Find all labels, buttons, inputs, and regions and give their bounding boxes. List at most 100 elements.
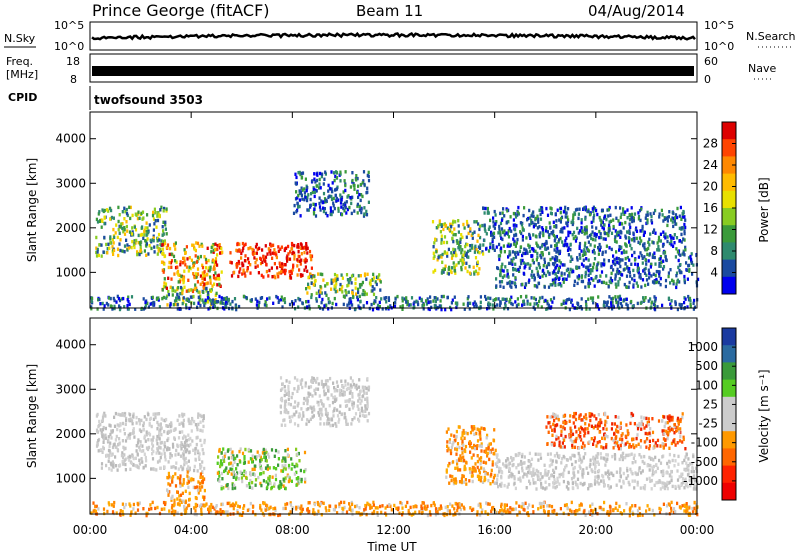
echo-cell-0-0 xyxy=(137,210,140,214)
echo-cell-0-7 xyxy=(564,215,567,219)
echo-cell-0-4 xyxy=(329,187,332,191)
echo-cell-1-3 xyxy=(338,393,341,397)
echo-cell-0-7 xyxy=(569,247,572,252)
echo-cell-1-3 xyxy=(322,403,325,407)
echo-cell-0-1 xyxy=(216,253,219,257)
echo-cell-1-3 xyxy=(318,407,321,412)
echo-cell-0-6 xyxy=(450,266,454,270)
echo-cell-1-6 xyxy=(640,455,643,459)
echo-cell-0-9 xyxy=(502,297,505,301)
echo-cell-1-0 xyxy=(135,444,138,448)
echo-cell-1-4 xyxy=(451,474,454,479)
echo-cell-0-3 xyxy=(287,252,290,256)
echo-cell-0-8 xyxy=(575,265,578,270)
echo-cell-1-4 xyxy=(462,474,465,479)
echo-cell-0-7 xyxy=(637,217,640,221)
echo-cell-0-8 xyxy=(599,274,602,278)
echo-cell-0-9 xyxy=(523,302,526,306)
echo-cell-1-4 xyxy=(455,448,459,452)
echo-cell-0-8 xyxy=(504,265,507,269)
echo-cell-0-0 xyxy=(126,248,129,252)
echo-cell-0-9 xyxy=(546,307,549,311)
echo-cell-1-2 xyxy=(284,486,287,491)
echo-cell-0-7 xyxy=(572,236,575,241)
echo-cell-1-3 xyxy=(354,412,358,416)
echo-cell-1-6 xyxy=(600,456,603,460)
echo-cell-0-8 xyxy=(612,268,615,272)
echo-cell-0-7 xyxy=(680,240,683,244)
echo-cell-1-5 xyxy=(671,415,674,420)
echo-cell-0-9 xyxy=(591,298,594,302)
echo-cell-0-7 xyxy=(525,248,528,252)
echo-cell-1-5 xyxy=(580,445,583,449)
echo-cell-0-7 xyxy=(650,219,653,223)
echo-cell-1-0 xyxy=(199,420,202,424)
echo-cell-0-9 xyxy=(653,295,656,299)
echo-cell-1-5 xyxy=(643,416,646,420)
echo-cell-0-0 xyxy=(158,214,161,218)
echo-cell-1-5 xyxy=(679,430,682,435)
echo-cell-0-7 xyxy=(640,229,643,233)
echo-cell-0-5 xyxy=(355,292,358,296)
echo-cell-1-5 xyxy=(673,423,676,427)
echo-cell-0-9 xyxy=(384,307,388,311)
echo-cell-0-6 xyxy=(470,246,473,250)
echo-cell-1-4 xyxy=(460,436,463,441)
echo-cell-0-6 xyxy=(467,231,470,236)
echo-cell-0-8 xyxy=(541,253,544,257)
echo-cell-0-7 xyxy=(577,231,580,235)
echo-cell-0-4 xyxy=(318,196,321,200)
echo-cell-0-7 xyxy=(501,230,504,235)
echo-cell-0-8 xyxy=(536,270,539,274)
echo-cell-1-5 xyxy=(618,437,622,441)
echo-cell-0-7 xyxy=(662,219,665,223)
echo-cell-0-8 xyxy=(618,277,621,281)
echo-cell-0-3 xyxy=(301,273,304,277)
echo-cell-1-0 xyxy=(130,461,133,465)
echo-cell-1-6 xyxy=(525,466,528,470)
echo-cell-0-7 xyxy=(682,237,685,241)
echo-cell-0-7 xyxy=(556,246,559,251)
echo-cell-1-5 xyxy=(595,417,598,421)
echo-cell-0-7 xyxy=(550,231,553,235)
echo-cell-0-7 xyxy=(673,233,676,237)
echo-cell-1-5 xyxy=(603,433,606,437)
echo-cell-1-4 xyxy=(465,482,468,486)
echo-cell-0-7 xyxy=(600,235,603,240)
echo-cell-0-4 xyxy=(362,179,365,183)
echo-cell-0-9 xyxy=(650,301,653,305)
echo-cell-1-3 xyxy=(328,422,331,426)
echo-cell-0-4 xyxy=(294,197,298,201)
echo-cell-1-1 xyxy=(167,482,170,486)
echo-cell-0-9 xyxy=(549,298,553,302)
echo-cell-0-9 xyxy=(486,307,489,311)
echo-cell-0-4 xyxy=(323,177,326,181)
echo-cell-0-8 xyxy=(643,271,647,275)
echo-cell-0-9 xyxy=(526,299,529,303)
echo-cell-0-7 xyxy=(500,246,503,250)
echo-cell-0-7 xyxy=(492,231,496,235)
echo-cell-0-8 xyxy=(514,255,518,259)
echo-cell-1-5 xyxy=(553,418,556,423)
echo-cell-0-9 xyxy=(505,297,508,302)
echo-cell-0-8 xyxy=(655,280,658,285)
echo-cell-0-0 xyxy=(145,233,148,237)
echo-cell-0-8 xyxy=(652,253,655,257)
echo-cell-0-9 xyxy=(225,305,228,309)
echo-cell-1-3 xyxy=(366,402,369,406)
echo-cell-0-7 xyxy=(680,232,683,237)
echo-cell-0-2 xyxy=(201,298,204,302)
echo-cell-1-3 xyxy=(352,382,355,387)
echo-cell-0-9 xyxy=(310,295,313,300)
echo-cell-0-7 xyxy=(606,231,609,236)
echo-cell-0-2 xyxy=(165,294,169,298)
echo-cell-0-0 xyxy=(121,226,124,231)
echo-cell-0-9 xyxy=(280,295,283,299)
echo-cell-0-1 xyxy=(196,280,199,284)
echo-cell-1-4 xyxy=(484,450,487,454)
echo-cell-0-5 xyxy=(359,274,362,278)
echo-cell-0-9 xyxy=(349,297,352,301)
echo-cell-1-5 xyxy=(606,415,609,419)
echo-cell-1-0 xyxy=(195,442,198,447)
echo-cell-0-8 xyxy=(616,260,619,265)
